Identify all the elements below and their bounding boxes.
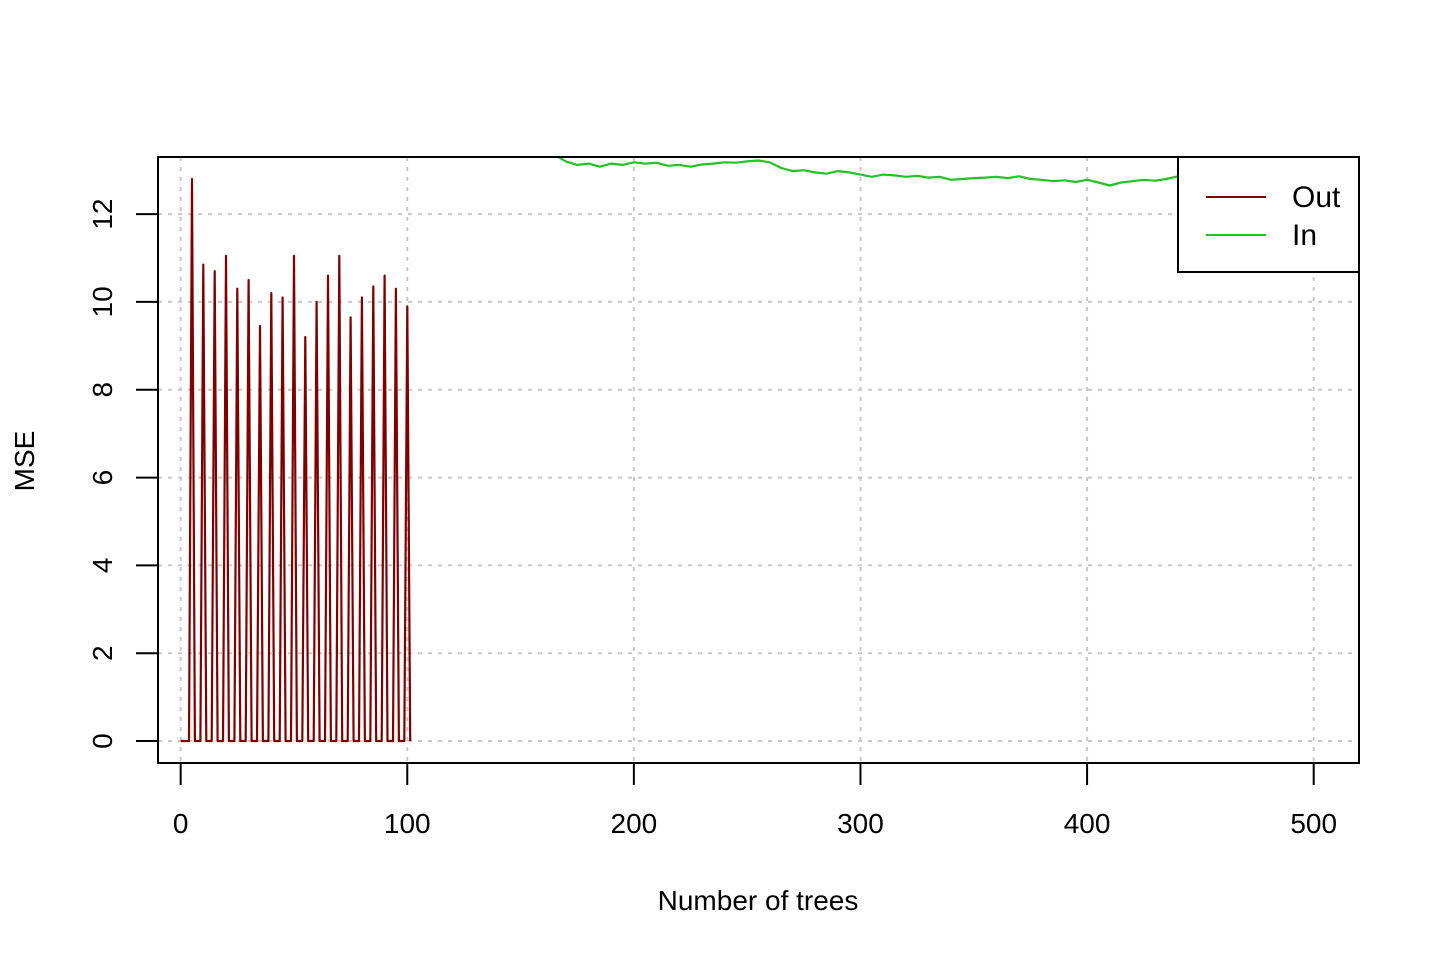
x-axis-title: Number of trees: [658, 885, 859, 916]
y-tick-label: 8: [87, 382, 118, 398]
x-tick-label: 200: [611, 808, 658, 839]
y-tick-label: 0: [87, 733, 118, 749]
legend-box: [1177, 156, 1360, 273]
x-tick-label: 500: [1290, 808, 1337, 839]
series-line-in: [531, 157, 1201, 187]
y-tick-label: 10: [87, 286, 118, 317]
legend-label-in: In: [1292, 219, 1317, 252]
y-tick-label: 12: [87, 199, 118, 230]
x-tick-label: 400: [1064, 808, 1111, 839]
legend: Out In: [1177, 156, 1360, 273]
x-tick-label: 300: [837, 808, 884, 839]
plot-series: [180, 157, 1201, 743]
y-tick-label: 2: [87, 645, 118, 661]
y-axis-title: MSE: [9, 431, 40, 492]
x-tick-label: 0: [173, 808, 189, 839]
y-tick-label: 4: [87, 558, 118, 574]
legend-label-out: Out: [1292, 181, 1341, 214]
series-line-out: [180, 177, 412, 743]
axis-ticks: 0 100 200 300 400 500 0 2 4 6 8 10 12: [87, 199, 1337, 839]
x-tick-label: 100: [384, 808, 431, 839]
y-tick-label: 6: [87, 470, 118, 486]
